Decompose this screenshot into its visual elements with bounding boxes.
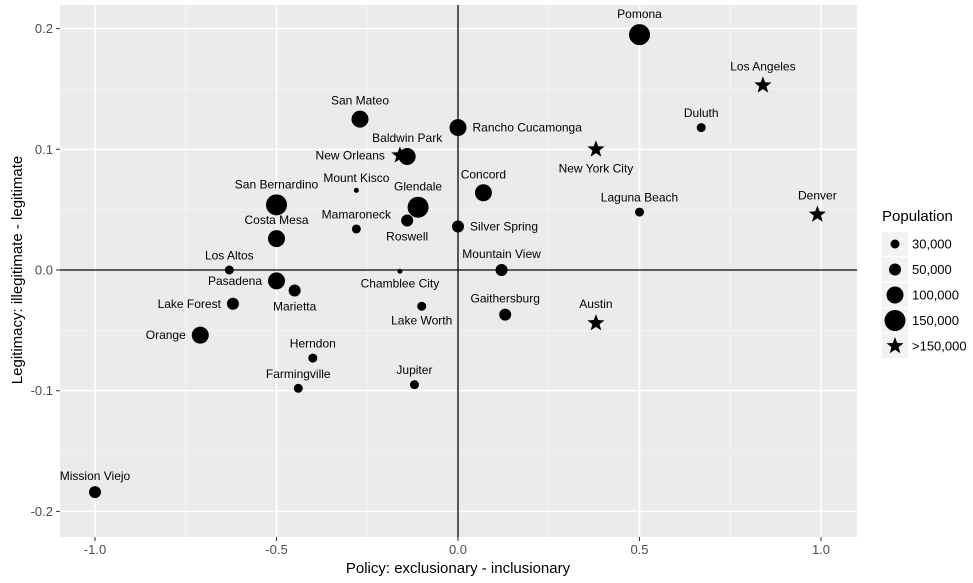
data-point	[401, 214, 414, 227]
legend-entry-label: 50,000	[912, 262, 952, 277]
legend-entry-label: 100,000	[912, 288, 959, 303]
point-label: Los Angeles	[730, 59, 795, 73]
point-label: Pomona	[617, 7, 662, 21]
point-labels: Pomona Los Angeles Duluth San Mateo Rancho C…	[60, 7, 837, 483]
point-label: Mission Viejo	[60, 469, 131, 483]
point-label: Chamblee City	[361, 277, 440, 291]
point-label: Lake Forest	[158, 297, 222, 311]
point-label: Austin	[579, 297, 612, 311]
legend-key-circle	[884, 310, 906, 331]
point-label: Orange	[146, 328, 186, 342]
data-point	[308, 353, 318, 363]
data-point	[397, 268, 403, 274]
data-point	[696, 123, 706, 133]
y-tick-label: 0.2	[35, 21, 53, 36]
legend-entry-label: >150,000	[912, 339, 967, 354]
point-label: Rancho Cucamonga	[473, 121, 583, 135]
legend-title: Population	[882, 208, 953, 225]
data-points	[89, 24, 826, 499]
data-point	[449, 119, 467, 137]
point-label: Duluth	[684, 106, 719, 120]
y-tick-label: -0.1	[31, 383, 53, 398]
x-tick-label: 0.5	[630, 542, 648, 557]
point-label: Baldwin Park	[372, 131, 443, 145]
data-point	[351, 110, 369, 128]
data-point	[409, 380, 419, 390]
data-point-star	[391, 146, 409, 163]
legend-key-circle	[890, 239, 900, 249]
y-tick-label: -0.2	[31, 504, 53, 519]
point-label: Mount Kisco	[323, 171, 389, 185]
data-point-star	[587, 140, 605, 157]
point-label: Costa Mesa	[244, 213, 308, 227]
data-point	[452, 220, 464, 233]
point-label: Mountain View	[462, 247, 541, 261]
data-point-star	[808, 205, 826, 222]
data-point	[635, 207, 644, 217]
point-label: Farmingville	[266, 367, 331, 381]
point-label: Mamaroneck	[322, 207, 392, 221]
point-label: Roswell	[386, 230, 428, 244]
point-label: Lake Worth	[391, 314, 452, 328]
data-point	[499, 308, 512, 321]
point-label: Los Altos	[205, 249, 254, 263]
data-point	[353, 187, 359, 193]
point-label: Jupiter	[396, 363, 432, 377]
y-tick-label: 0.1	[35, 142, 53, 157]
x-tick-label: 0.0	[449, 542, 467, 557]
data-point	[351, 224, 361, 234]
data-point	[89, 486, 101, 499]
point-label: Glendale	[394, 180, 442, 194]
data-point	[191, 326, 209, 344]
legend-key-star	[886, 337, 904, 354]
axis-ticks: -1.0 -0.5 0.0 0.5 1.0 -0.2 -0.1 0.0 0.1 0.2	[31, 21, 830, 557]
data-point	[293, 383, 303, 393]
point-label: Marietta	[273, 300, 317, 314]
point-label: Gaithersburg	[471, 292, 540, 306]
legend-entry-label: 150,000	[912, 313, 959, 328]
data-point	[288, 284, 301, 297]
x-tick-label: -1.0	[84, 542, 106, 557]
point-label: Concord	[461, 167, 506, 181]
point-label: San Mateo	[331, 94, 389, 108]
point-label: New Orleans	[316, 148, 385, 162]
data-point	[495, 264, 508, 276]
data-point	[417, 301, 427, 311]
data-point	[224, 265, 234, 275]
x-tick-label: 1.0	[812, 542, 830, 557]
x-axis-label: Policy: exclusionary - inclusionary	[346, 560, 571, 577]
data-point	[226, 297, 239, 310]
data-point	[629, 24, 650, 46]
data-point	[268, 272, 285, 290]
legend-entry-label: 30,000	[912, 237, 952, 252]
x-tick-label: -0.5	[265, 542, 287, 557]
legend-key-circle	[886, 286, 904, 304]
point-label: San Bernardino	[235, 177, 319, 191]
reference-lines	[60, 5, 857, 537]
data-point	[474, 184, 492, 202]
data-point-star	[754, 76, 772, 93]
y-tick-label: 0.0	[35, 263, 53, 278]
data-point-star	[587, 314, 605, 331]
legend: Population 30,000 50,000 100,000 150,000 >15…	[882, 208, 967, 358]
point-label: Herndon	[290, 337, 336, 351]
data-point	[266, 194, 287, 216]
data-point	[268, 230, 285, 248]
data-point	[407, 196, 429, 218]
y-axis-label: Legitimacy: illegitimate - legitimate	[9, 156, 26, 384]
point-label: Laguna Beach	[601, 191, 678, 205]
point-label: Pasadena	[208, 274, 262, 288]
point-label: Denver	[798, 188, 837, 202]
point-label: Silver Spring	[470, 220, 538, 234]
legend-key-circle	[889, 263, 901, 276]
point-label: New York City	[559, 161, 634, 175]
